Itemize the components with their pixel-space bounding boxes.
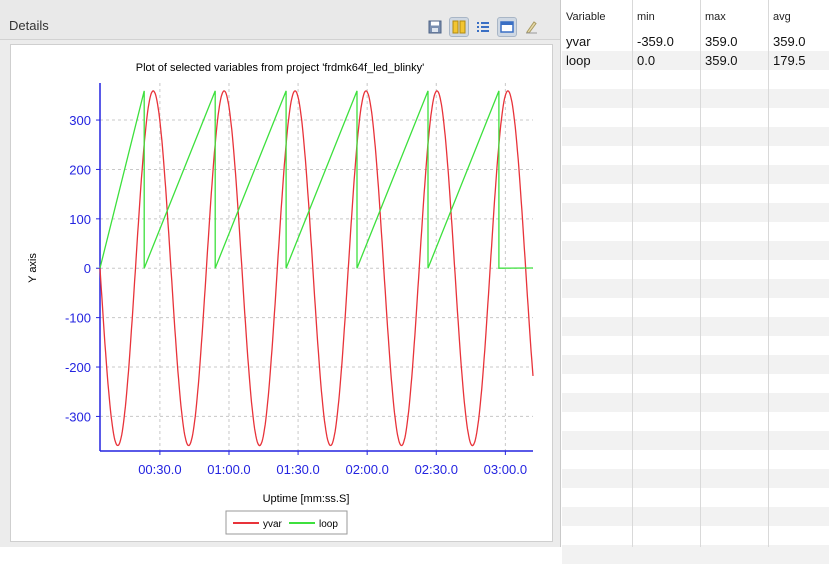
save-icon — [428, 20, 442, 34]
column-divider — [632, 0, 633, 547]
cell-variable: loop — [566, 53, 591, 68]
cell-avg: 179.5 — [773, 53, 806, 68]
save-button[interactable] — [425, 17, 445, 37]
grid-lines — [100, 83, 533, 451]
table-row-stripe — [562, 260, 829, 279]
x-tick-label: 00:30.0 — [138, 462, 181, 477]
x-tick-label: 02:00.0 — [345, 462, 388, 477]
plot-chart: Plot of selected variables from project … — [27, 62, 534, 535]
table-row-stripe — [562, 222, 829, 241]
x-tick-label: 02:30.0 — [415, 462, 458, 477]
cell-min: 0.0 — [637, 53, 656, 68]
columns-button[interactable] — [449, 17, 469, 37]
table-row-stripe — [562, 108, 829, 127]
table-row-stripe — [562, 488, 829, 507]
table-row-stripe — [562, 545, 829, 564]
y-tick-label: -100 — [65, 311, 91, 326]
table-row-stripe — [562, 431, 829, 450]
y-tick-label: 200 — [69, 162, 91, 177]
series-line-loop — [99, 90, 534, 269]
table-row-stripe — [562, 336, 829, 355]
table-row-stripe — [562, 146, 829, 165]
details-header: Details — [0, 0, 560, 40]
chart-frame: Plot of selected variables from project … — [10, 44, 553, 542]
y-axis-label: Y axis — [27, 253, 39, 283]
table-row-stripe — [562, 374, 829, 393]
table-row-stripe — [562, 298, 829, 317]
y-tick-label: 300 — [69, 113, 91, 128]
chart-legend: yvar loop — [225, 510, 348, 535]
y-tick-label: -200 — [65, 360, 91, 375]
table-row-stripe — [562, 70, 829, 89]
legend-label-loop: loop — [319, 519, 338, 530]
table-row-stripe — [562, 89, 829, 108]
cell-avg: 359.0 — [773, 34, 806, 49]
column-divider — [700, 0, 701, 547]
x-tick-label: 03:00.0 — [484, 462, 527, 477]
table-row-stripe — [562, 355, 829, 374]
legend-label-yvar: yvar — [263, 519, 283, 530]
table-row-stripe — [562, 526, 829, 545]
clear-button[interactable] — [521, 17, 541, 37]
table-row-stripe — [562, 317, 829, 336]
details-panel: Details Plot of selected variables from … — [0, 0, 561, 547]
y-tick-label: 0 — [84, 261, 91, 276]
variables-table: Variable min max avg yvar -359.0 359.0 3… — [562, 0, 829, 564]
column-divider — [768, 0, 769, 547]
column-header-min[interactable]: min — [637, 11, 655, 23]
table-row-stripe — [562, 203, 829, 222]
legend-box — [225, 510, 348, 535]
clear-icon — [526, 21, 537, 34]
x-tick-label: 01:30.0 — [276, 462, 319, 477]
x-tick-label: 01:00.0 — [207, 462, 250, 477]
table-row-stripe — [562, 32, 829, 51]
list-button[interactable] — [473, 17, 493, 37]
y-tick-label: -300 — [65, 409, 91, 424]
chart-title: Plot of selected variables from project … — [136, 62, 425, 74]
panel-button[interactable] — [497, 17, 517, 37]
table-row-stripe — [562, 450, 829, 469]
table-row-stripe — [562, 469, 829, 488]
table-row-stripe — [562, 412, 829, 431]
series-line-yvar — [99, 90, 534, 447]
table-row-stripe — [562, 393, 829, 412]
column-header-avg[interactable]: avg — [773, 11, 791, 23]
column-header-variable[interactable]: Variable — [566, 11, 606, 23]
columns-icon — [452, 20, 466, 34]
details-title: Details — [9, 18, 49, 33]
table-row-stripe — [562, 241, 829, 260]
table-row-stripe — [562, 507, 829, 526]
x-axis-label: Uptime [mm:ss.S] — [263, 493, 350, 505]
series-lines — [99, 90, 534, 447]
cell-max: 359.0 — [705, 53, 738, 68]
table-row-stripe — [562, 184, 829, 203]
table-row-stripe — [562, 127, 829, 146]
panel-icon — [500, 21, 514, 33]
table-row-stripe — [562, 279, 829, 298]
table-row-stripe — [562, 51, 829, 70]
table-row-stripe — [562, 165, 829, 184]
cell-variable: yvar — [566, 34, 591, 49]
list-icon — [477, 22, 489, 32]
cell-min: -359.0 — [637, 34, 674, 49]
cell-max: 359.0 — [705, 34, 738, 49]
column-header-max[interactable]: max — [705, 11, 726, 23]
details-toolbar — [425, 15, 541, 39]
y-tick-label: 100 — [69, 212, 91, 227]
